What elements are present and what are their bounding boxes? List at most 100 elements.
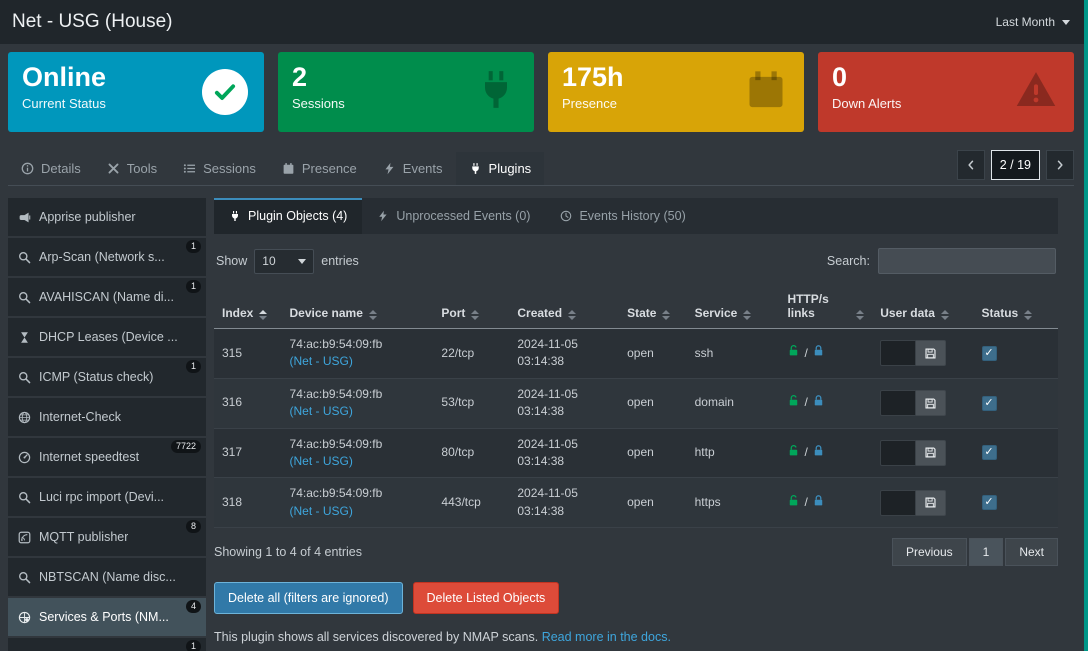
column-header-user-data[interactable]: User data <box>872 286 974 329</box>
status-card-down-alerts: 0 Down Alerts <box>818 52 1074 132</box>
table-row[interactable]: 317 74:ac:b9:54:09:fb (Net - USG) 80/tcp… <box>214 428 1058 479</box>
sidebar-item-icmp[interactable]: ICMP (Status check) 1 <box>8 358 206 396</box>
tab-tools[interactable]: Tools <box>94 152 170 185</box>
tab-plugin-objects[interactable]: Plugin Objects (4) <box>214 198 363 234</box>
sidebar-item-label: Arp-Scan (Network s... <box>39 250 165 264</box>
count-badge: 1 <box>185 640 201 651</box>
card-value: Online <box>22 62 107 92</box>
http-link[interactable] <box>787 444 800 462</box>
table-actions: Delete all (filters are ignored) Delete … <box>214 582 1058 615</box>
delete-listed-button[interactable]: Delete Listed Objects <box>412 582 560 615</box>
device-mac: 74:ac:b9:54:09:fb <box>289 486 383 501</box>
search-input[interactable] <box>878 248 1056 274</box>
device-mac: 74:ac:b9:54:09:fb <box>289 436 383 451</box>
save-button[interactable] <box>916 340 947 367</box>
http-link[interactable] <box>787 394 800 412</box>
cell-index: 318 <box>214 477 282 529</box>
column-header-service[interactable]: Service <box>686 286 780 329</box>
count-badge: 4 <box>185 600 201 613</box>
http-link[interactable] <box>787 494 800 512</box>
count-badge: 7722 <box>170 440 201 453</box>
created-date: 2024-11-05 <box>517 436 578 451</box>
card-label: Presence <box>562 95 617 111</box>
plugin-sidebar: Apprise publisher Arp-Scan (Network s...… <box>8 198 206 651</box>
sidebar-item-internet-check[interactable]: Internet-Check <box>8 398 206 436</box>
tab-label: Unprocessed Events (0) <box>396 209 531 223</box>
entries-label: entries <box>321 254 359 268</box>
period-selector[interactable]: Last Month <box>996 15 1070 29</box>
save-icon <box>924 397 937 410</box>
cell-http-links: / <box>779 328 873 379</box>
save-button[interactable] <box>916 390 947 417</box>
sidebar-item-nbtscan[interactable]: NBTSCAN (Name disc... <box>8 558 206 596</box>
tab-unprocessed-events[interactable]: Unprocessed Events (0) <box>362 198 545 234</box>
cell-created: 2024-11-05 03:14:38 <box>509 428 620 479</box>
column-header-http-links[interactable]: HTTP/s links <box>779 286 873 329</box>
user-data-input[interactable] <box>880 439 917 466</box>
save-button[interactable] <box>916 489 947 516</box>
sidebar-item-nslookup[interactable]: NSLOOKUP (Name di... 1 <box>8 638 206 651</box>
page-1-button[interactable]: 1 <box>968 538 1004 567</box>
search-icon <box>18 291 31 304</box>
delete-all-button[interactable]: Delete all (filters are ignored) <box>214 582 403 615</box>
sidebar-item-dhcp-leases[interactable]: DHCP Leases (Device ... <box>8 318 206 356</box>
tab-details[interactable]: Details <box>8 152 94 185</box>
status-checkbox[interactable]: ✓ <box>981 495 997 511</box>
cell-service: ssh <box>686 328 780 379</box>
device-link[interactable]: (Net - USG) <box>289 404 353 419</box>
https-link[interactable] <box>812 394 825 412</box>
column-header-device-name[interactable]: Device name <box>281 286 434 329</box>
link-separator: / <box>804 345 808 360</box>
status-checkbox[interactable]: ✓ <box>981 445 997 461</box>
sidebar-item-luci-rpc-import[interactable]: Luci rpc import (Devi... <box>8 478 206 516</box>
tab-sessions[interactable]: Sessions <box>170 152 269 185</box>
device-link[interactable]: (Net - USG) <box>289 354 353 369</box>
column-header-created[interactable]: Created <box>509 286 620 329</box>
sidebar-item-internet-speedtest[interactable]: Internet speedtest 7722 <box>8 438 206 476</box>
previous-page-button[interactable]: Previous <box>891 538 967 567</box>
http-link[interactable] <box>787 344 800 362</box>
next-page-button[interactable]: Next <box>1005 538 1058 567</box>
lock-closed-icon <box>812 494 825 507</box>
table-row[interactable]: 318 74:ac:b9:54:09:fb (Net - USG) 443/tc… <box>214 477 1058 529</box>
sidebar-item-arp-scan[interactable]: Arp-Scan (Network s... 1 <box>8 238 206 276</box>
sidebar-item-mqtt-publisher[interactable]: MQTT publisher 8 <box>8 518 206 556</box>
tab-label: Plugins <box>488 161 532 176</box>
page-size-select[interactable]: 10 <box>254 248 315 274</box>
status-checkbox[interactable]: ✓ <box>981 395 997 411</box>
device-link[interactable]: (Net - USG) <box>289 503 353 518</box>
tab-label: Tools <box>126 161 158 176</box>
status-checkbox[interactable]: ✓ <box>981 345 997 361</box>
table-row[interactable]: 316 74:ac:b9:54:09:fb (Net - USG) 53/tcp… <box>214 378 1058 429</box>
table-row[interactable]: 315 74:ac:b9:54:09:fb (Net - USG) 22/tcp… <box>214 328 1058 379</box>
column-header-port[interactable]: Port <box>433 286 510 329</box>
search-icon <box>18 571 31 584</box>
column-header-status[interactable]: Status <box>973 286 1058 329</box>
cell-user-data <box>872 428 974 479</box>
https-link[interactable] <box>812 444 825 462</box>
pager-next-button[interactable] <box>1046 150 1074 180</box>
sidebar-item-services-ports[interactable]: Services & Ports (NM... 4 <box>8 598 206 636</box>
status-cards: Online Current Status 2 Sessions 175h Pr… <box>8 52 1074 132</box>
tab-presence[interactable]: Presence <box>269 152 370 185</box>
user-data-input[interactable] <box>880 489 917 516</box>
docs-link[interactable]: Read more in the docs. <box>541 630 671 645</box>
tab-events[interactable]: Events <box>370 152 456 185</box>
sidebar-item-avahiscan[interactable]: AVAHISCAN (Name di... 1 <box>8 278 206 316</box>
https-link[interactable] <box>812 494 825 512</box>
pager-prev-button[interactable] <box>956 150 985 180</box>
user-data-input[interactable] <box>880 390 917 417</box>
column-header-index[interactable]: Index <box>214 286 282 329</box>
device-link[interactable]: (Net - USG) <box>289 453 353 468</box>
sidebar-item-label: Apprise publisher <box>39 210 136 224</box>
https-link[interactable] <box>812 344 825 362</box>
sidebar-item-apprise-publisher[interactable]: Apprise publisher <box>8 198 206 236</box>
tab-events-history[interactable]: Events History (50) <box>545 198 700 234</box>
lock-open-icon <box>787 344 800 357</box>
link-separator: / <box>804 395 808 410</box>
user-data-input[interactable] <box>880 340 917 367</box>
save-button[interactable] <box>916 439 947 466</box>
globe-icon <box>18 411 31 424</box>
tab-plugins[interactable]: Plugins <box>455 152 545 185</box>
column-header-state[interactable]: State <box>619 286 687 329</box>
